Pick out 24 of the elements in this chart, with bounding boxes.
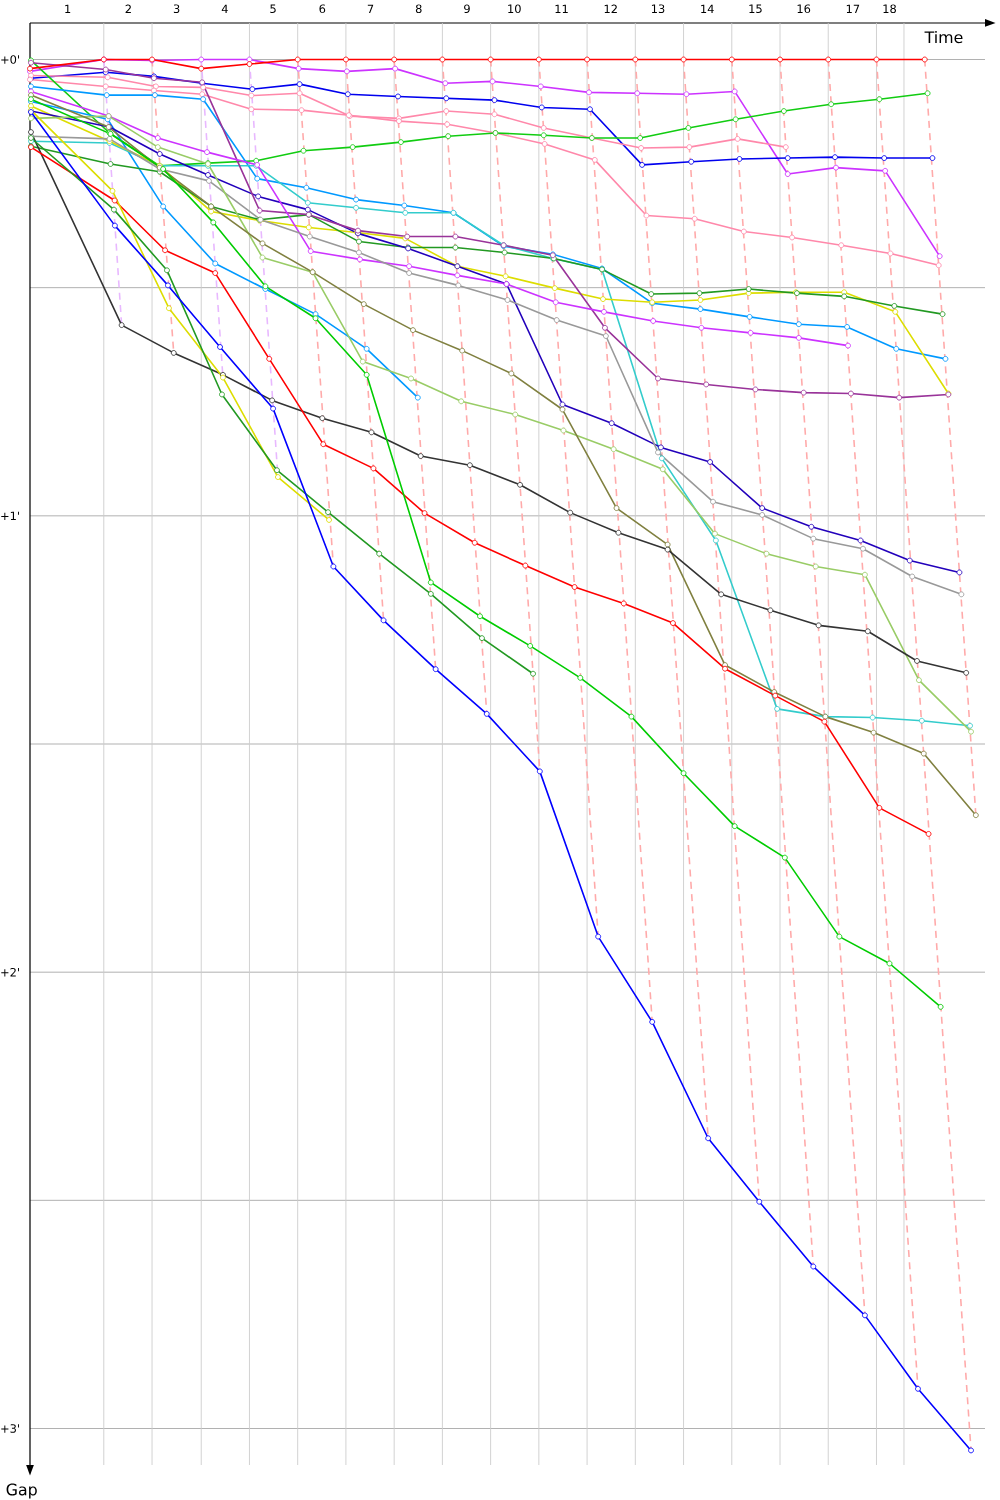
x-axis-title: Time	[924, 30, 963, 44]
x-tick-label: 18	[883, 4, 896, 14]
x-tick-label: 12	[604, 4, 617, 14]
x-tick-label: 15	[749, 4, 762, 14]
x-tick-label: 2	[125, 4, 131, 14]
x-tick-label: 6	[319, 4, 326, 14]
x-tick-label: 13	[651, 4, 665, 14]
x-tick-label: 5	[270, 4, 276, 14]
x-tick-label: 17	[846, 4, 860, 14]
x-tick-label: 11	[555, 4, 568, 14]
x-tick-label: 9	[464, 4, 470, 14]
y-axis-title: Gap	[6, 1483, 37, 1499]
x-tick-label: 3	[173, 4, 180, 14]
y-tick-label: +3'	[1, 1424, 19, 1433]
x-tick-label: 7	[367, 4, 374, 14]
y-tick-label: +0'	[1, 55, 19, 64]
x-tick-label: 1	[65, 4, 71, 14]
x-tick-label: 4	[221, 4, 228, 14]
y-tick-label: +1'	[1, 511, 19, 520]
x-tick-label: 16	[797, 4, 811, 14]
x-tick-label: 8	[415, 4, 422, 14]
x-tick-label: 14	[701, 4, 714, 14]
x-tick-label: 10	[508, 4, 521, 14]
y-tick-label: +2'	[1, 967, 19, 977]
